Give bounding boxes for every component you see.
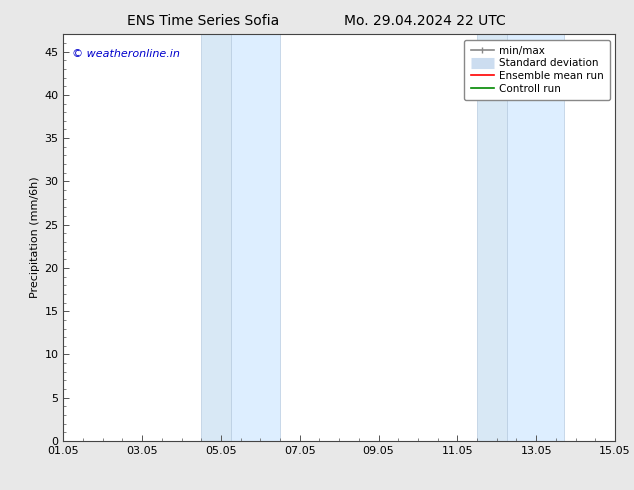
Bar [202, 34, 231, 441]
Text: © weatheronline.in: © weatheronline.in [72, 49, 179, 58]
Bar [231, 34, 280, 441]
Y-axis label: Precipitation (mm/6h): Precipitation (mm/6h) [30, 177, 40, 298]
Bar [477, 34, 507, 441]
Bar [507, 34, 564, 441]
Legend: min/max, Standard deviation, Ensemble mean run, Controll run: min/max, Standard deviation, Ensemble me… [464, 40, 610, 100]
Text: Mo. 29.04.2024 22 UTC: Mo. 29.04.2024 22 UTC [344, 14, 506, 28]
Text: ENS Time Series Sofia: ENS Time Series Sofia [127, 14, 279, 28]
